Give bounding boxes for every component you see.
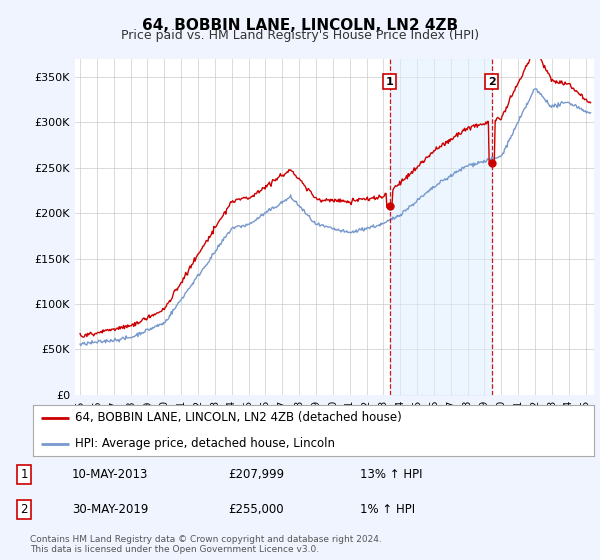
Text: Price paid vs. HM Land Registry's House Price Index (HPI): Price paid vs. HM Land Registry's House … [121,29,479,42]
Text: HPI: Average price, detached house, Lincoln: HPI: Average price, detached house, Linc… [75,437,335,450]
Text: £255,000: £255,000 [228,503,284,516]
Text: 10-MAY-2013: 10-MAY-2013 [72,468,148,481]
Text: 13% ↑ HPI: 13% ↑ HPI [360,468,422,481]
Text: 2: 2 [488,77,496,86]
Text: 2: 2 [20,503,28,516]
Text: 64, BOBBIN LANE, LINCOLN, LN2 4ZB: 64, BOBBIN LANE, LINCOLN, LN2 4ZB [142,18,458,33]
Text: 1: 1 [386,77,394,86]
Text: 30-MAY-2019: 30-MAY-2019 [72,503,148,516]
Text: 64, BOBBIN LANE, LINCOLN, LN2 4ZB (detached house): 64, BOBBIN LANE, LINCOLN, LN2 4ZB (detac… [75,411,402,424]
Text: 1: 1 [20,468,28,481]
Text: 1% ↑ HPI: 1% ↑ HPI [360,503,415,516]
Text: £207,999: £207,999 [228,468,284,481]
Text: Contains HM Land Registry data © Crown copyright and database right 2024.
This d: Contains HM Land Registry data © Crown c… [30,535,382,554]
